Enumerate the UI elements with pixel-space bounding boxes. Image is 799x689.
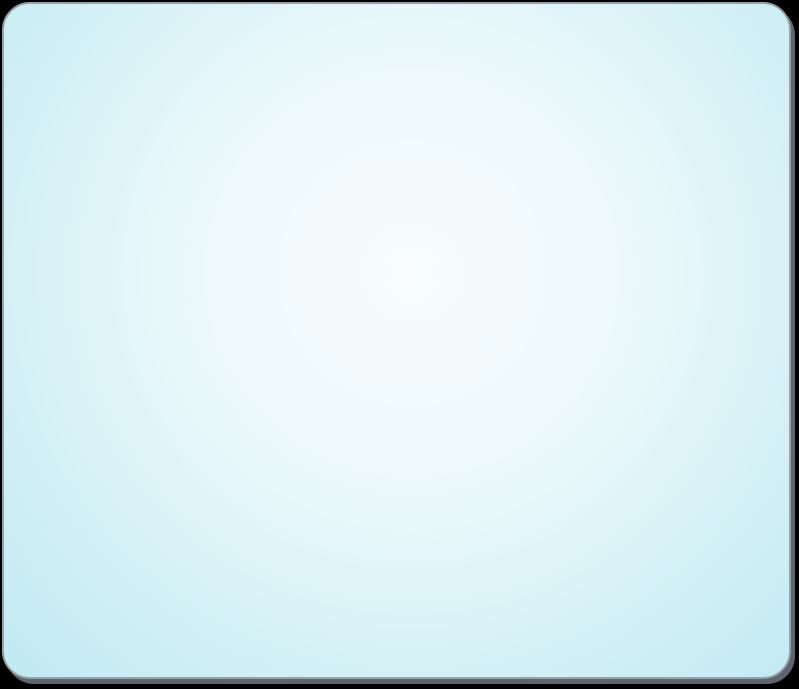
panel-b-plot	[409, 22, 795, 342]
panel-a	[24, 32, 410, 342]
panel-a-plot	[24, 32, 410, 342]
panel-c-plot	[24, 344, 414, 689]
figure-canvas	[2, 2, 791, 679]
panel-c	[24, 344, 414, 689]
panel-d	[409, 334, 799, 689]
panel-b	[409, 22, 795, 342]
panel-d-plot	[409, 334, 799, 689]
